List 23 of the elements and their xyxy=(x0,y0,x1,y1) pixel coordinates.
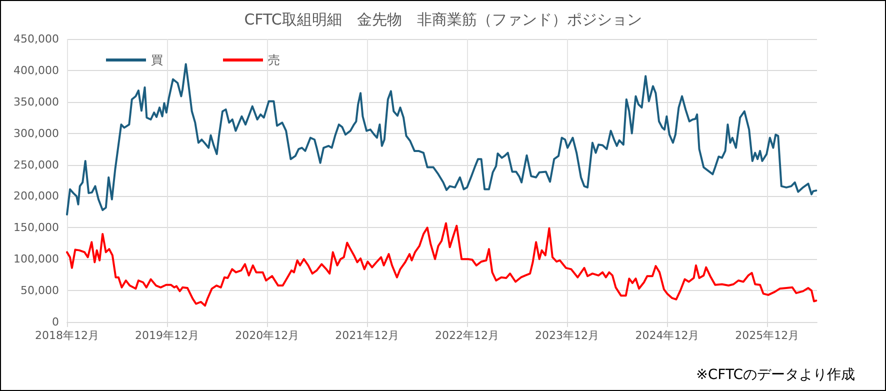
x-tick-label: 2019年12月 xyxy=(134,329,199,342)
x-tick-label: 2021年12月 xyxy=(335,329,400,342)
y-tick-label: 300,000 xyxy=(14,126,59,140)
x-tick-label: 2025年12月 xyxy=(735,329,800,342)
y-tick-label: 250,000 xyxy=(14,158,59,172)
y-tick-label: 0 xyxy=(52,316,59,328)
text: ※CFTCのデータより作成 xyxy=(696,367,856,383)
y-tick-label: 400,000 xyxy=(14,64,59,77)
x-tick-label: 2022年12月 xyxy=(435,329,500,342)
legend-label: 買 xyxy=(151,53,163,67)
x-tick-label: 2018年12月 xyxy=(35,329,99,342)
y-tick-label: 350,000 xyxy=(14,95,59,108)
x-tick-label: 2024年12月 xyxy=(635,329,700,342)
y-tick-label: 50,000 xyxy=(20,284,59,298)
chart-title: CFTC取組明細 金先物 非商業筋（ファンド）ポジション xyxy=(244,10,642,28)
y-tick-label: 150,000 xyxy=(14,221,59,234)
x-tick-label: 2023年12月 xyxy=(535,329,599,342)
y-tick-label: 100,000 xyxy=(14,252,59,266)
line-series xyxy=(66,222,818,307)
y-tick-label: 450,000 xyxy=(14,32,59,46)
y-tick-label: 200,000 xyxy=(14,190,59,203)
x-tick-label: 2020年12月 xyxy=(235,329,300,342)
legend-label: 売 xyxy=(268,53,280,67)
